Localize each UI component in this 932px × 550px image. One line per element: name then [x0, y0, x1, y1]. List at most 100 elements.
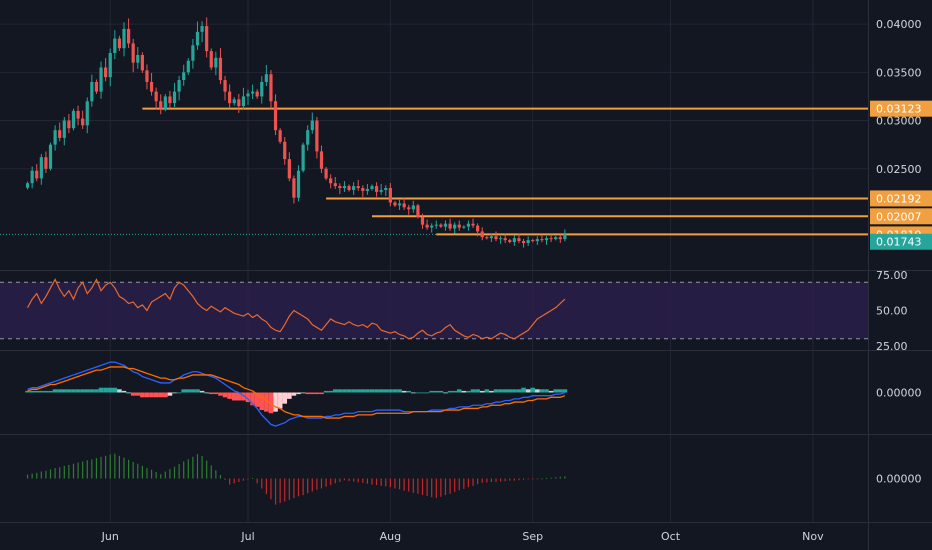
- candle-body: [278, 130, 282, 142]
- macd-histogram-bar: [163, 392, 168, 398]
- candle-body: [489, 236, 494, 239]
- oscillator-bar: [375, 478, 378, 486]
- macd-histogram-bar: [208, 392, 214, 395]
- macd-histogram-bar: [355, 389, 361, 393]
- oscillator-bar: [169, 468, 171, 479]
- oscillator-bar: [495, 478, 497, 482]
- candle-body: [145, 70, 149, 82]
- candle-body: [140, 54, 144, 71]
- current-price-badge: [870, 233, 932, 250]
- candle-body: [273, 101, 278, 131]
- candle-body: [122, 28, 126, 49]
- oscillator-bar: [68, 465, 70, 479]
- candle-body: [306, 130, 310, 145]
- oscillator-bar: [417, 478, 419, 494]
- candle-body: [301, 144, 305, 171]
- candle-body: [563, 234, 567, 240]
- y-tick-label: 25.00: [876, 340, 908, 353]
- oscillator-bar: [187, 459, 189, 479]
- candle-body: [264, 74, 268, 82]
- macd-histogram-bar: [172, 392, 177, 394]
- candle-body: [177, 80, 181, 92]
- oscillator-bar: [164, 471, 166, 479]
- oscillator-bar: [490, 478, 493, 482]
- x-tick-label: Aug: [380, 530, 401, 543]
- macd-histogram-bar: [530, 387, 536, 393]
- candle-body: [521, 241, 526, 243]
- oscillator-bar: [141, 465, 143, 479]
- macd-histogram-bar: [548, 390, 554, 393]
- oscillator-bar: [532, 478, 534, 480]
- y-tick-label: 0.03000: [876, 115, 922, 128]
- candle-body: [90, 81, 94, 102]
- oscillator-bar: [481, 478, 483, 483]
- oscillator-bar: [238, 478, 240, 482]
- oscillator-bar: [385, 478, 387, 487]
- macd-histogram-bar: [470, 389, 476, 393]
- macd-histogram-bar: [374, 389, 379, 393]
- rsi-band-layer: [0, 281, 868, 340]
- candle-body: [58, 130, 62, 138]
- macd-histogram-bar: [222, 392, 228, 398]
- oscillator-bar: [201, 455, 203, 479]
- oscillator-bar: [77, 462, 79, 479]
- macd-histogram-bar: [231, 392, 237, 401]
- level-layer: [0, 107, 868, 236]
- macd-histogram-bar: [323, 390, 329, 393]
- candle-body: [35, 170, 39, 179]
- candle-body: [356, 186, 360, 189]
- macd-histogram-bar: [365, 389, 370, 393]
- oscillator-bar: [444, 478, 447, 496]
- candle-body: [347, 186, 351, 190]
- candle-body: [498, 238, 503, 240]
- y-tick-label: 75.00: [876, 269, 908, 282]
- oscillator-bar: [316, 478, 318, 490]
- candle-body: [393, 202, 397, 206]
- time-axis[interactable]: Jun Jul Aug Sep Oct Nov: [101, 530, 824, 543]
- macd-histogram-bar: [287, 392, 292, 399]
- oscillator-bar: [118, 455, 121, 479]
- macd-histogram-bar: [525, 389, 531, 393]
- candle-body: [168, 96, 172, 104]
- candle-body: [310, 120, 314, 131]
- macd-histogram-bar: [245, 392, 251, 403]
- candle-body: [544, 238, 549, 241]
- oscillator-bar: [242, 478, 245, 481]
- oscillator-bar: [261, 478, 263, 489]
- candle-body: [172, 91, 177, 104]
- macd-histogram-bar: [479, 390, 485, 393]
- macd-histogram-bar: [305, 392, 310, 395]
- oscillator-bar: [288, 478, 290, 500]
- oscillator-bar: [132, 461, 134, 479]
- macd-histogram-bar: [149, 392, 154, 398]
- macd-histogram-bar: [89, 389, 95, 393]
- macd-histogram-bar: [181, 389, 186, 393]
- macd-histogram-bar: [121, 390, 127, 393]
- macd-histogram-bar: [236, 392, 242, 401]
- macd-histogram-bar: [94, 389, 99, 393]
- macd-histogram-bar: [62, 389, 67, 393]
- candle-body: [269, 74, 273, 102]
- oscillator-bar: [224, 478, 226, 480]
- current-price-label: 0.01743: [876, 236, 922, 249]
- macd-histogram-bar: [378, 389, 384, 393]
- candle-body: [471, 223, 475, 226]
- oscillator-bar: [219, 475, 222, 479]
- macd-histogram-bar: [250, 392, 255, 406]
- oscillator-bar: [454, 478, 456, 492]
- signal-line: [27, 366, 566, 419]
- y-tick-label: 0.00000: [876, 387, 922, 400]
- oscillator-bar: [206, 460, 208, 479]
- macd-histogram-bar: [539, 389, 545, 393]
- candle-body: [39, 157, 43, 179]
- oscillator-bar: [109, 454, 111, 479]
- macd-histogram-bar: [516, 389, 522, 393]
- macd-histogram-bar: [466, 390, 471, 393]
- oscillator-bar: [150, 469, 153, 479]
- price-axis[interactable]: 0.04000 0.03500 0.03000 0.02500 75.00 50.00 25…: [870, 18, 932, 486]
- macd-histogram-bar: [383, 389, 389, 393]
- oscillator-bar: [229, 478, 231, 485]
- candle-body: [94, 81, 99, 92]
- oscillator-bar: [59, 467, 61, 479]
